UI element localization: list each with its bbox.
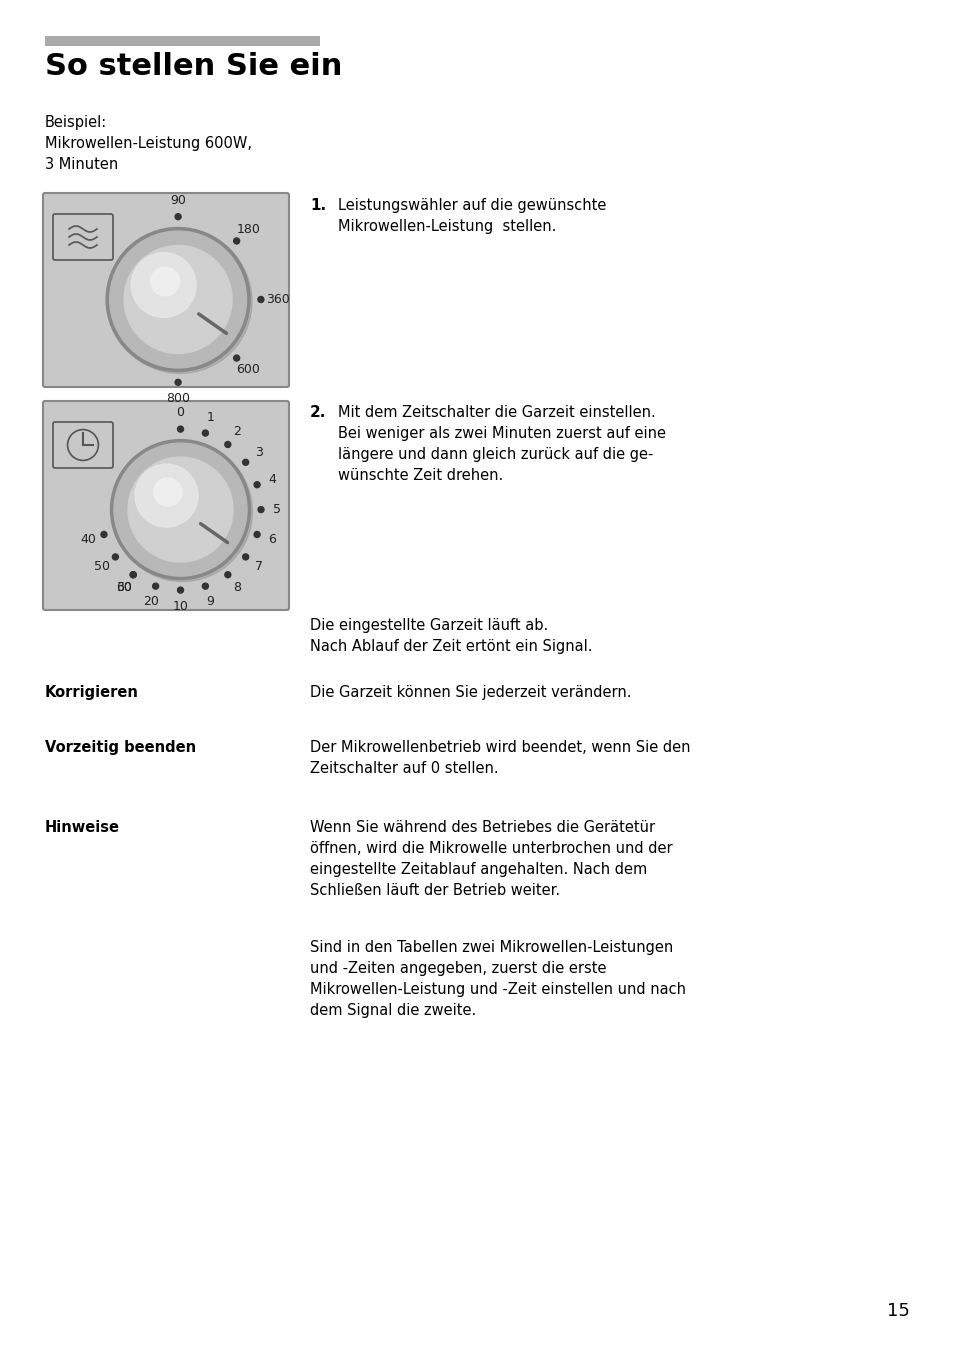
Text: 6: 6 xyxy=(268,533,276,546)
Circle shape xyxy=(242,554,249,560)
Circle shape xyxy=(233,238,239,243)
Text: Mit dem Zeitschalter die Garzeit einstellen.
Bei weniger als zwei Minuten zuerst: Mit dem Zeitschalter die Garzeit einstel… xyxy=(337,406,665,483)
Circle shape xyxy=(175,380,181,385)
Text: Leistungswähler auf die gewünschte
Mikrowellen-Leistung  stellen.: Leistungswähler auf die gewünschte Mikro… xyxy=(337,197,606,234)
Text: 5: 5 xyxy=(273,503,281,516)
Text: 9: 9 xyxy=(206,595,214,608)
Circle shape xyxy=(253,481,260,488)
Text: Beispiel:
Mikrowellen-Leistung 600W,
3 Minuten: Beispiel: Mikrowellen-Leistung 600W, 3 M… xyxy=(45,115,252,172)
Text: Hinweise: Hinweise xyxy=(45,821,120,836)
Circle shape xyxy=(106,227,250,372)
Circle shape xyxy=(175,214,181,220)
Text: So stellen Sie ein: So stellen Sie ein xyxy=(45,51,342,81)
Circle shape xyxy=(132,253,196,318)
Circle shape xyxy=(110,231,246,368)
Circle shape xyxy=(112,442,253,581)
FancyBboxPatch shape xyxy=(43,402,289,610)
Text: 90: 90 xyxy=(170,193,186,207)
Text: Die Garzeit können Sie jederzeit verändern.: Die Garzeit können Sie jederzeit verände… xyxy=(310,685,631,700)
Text: 2.: 2. xyxy=(310,406,326,420)
Text: 7: 7 xyxy=(254,560,262,573)
Circle shape xyxy=(225,572,231,577)
Circle shape xyxy=(130,572,136,577)
Text: 4: 4 xyxy=(268,473,276,487)
Text: 360: 360 xyxy=(265,293,289,306)
Circle shape xyxy=(233,356,239,361)
Text: 30: 30 xyxy=(115,581,132,595)
Text: Vorzeitig beenden: Vorzeitig beenden xyxy=(45,740,196,754)
Circle shape xyxy=(242,460,249,465)
Circle shape xyxy=(225,442,231,448)
Circle shape xyxy=(202,583,208,589)
Circle shape xyxy=(151,268,179,296)
Text: 1: 1 xyxy=(206,411,214,425)
Circle shape xyxy=(257,296,264,303)
Text: 10: 10 xyxy=(172,600,189,612)
Circle shape xyxy=(153,479,182,506)
Text: 8: 8 xyxy=(233,581,241,595)
Text: 50: 50 xyxy=(94,560,111,573)
Text: 2: 2 xyxy=(233,425,241,438)
Text: 3: 3 xyxy=(254,446,262,460)
Circle shape xyxy=(152,583,158,589)
Text: Sind in den Tabellen zwei Mikrowellen-Leistungen
und -Zeiten angegeben, zuerst d: Sind in den Tabellen zwei Mikrowellen-Le… xyxy=(310,940,685,1018)
Circle shape xyxy=(112,554,118,560)
Text: Die eingestellte Garzeit läuft ab.
Nach Ablauf der Zeit ertönt ein Signal.: Die eingestellte Garzeit läuft ab. Nach … xyxy=(310,618,592,654)
Circle shape xyxy=(202,430,208,437)
FancyBboxPatch shape xyxy=(43,193,289,387)
Text: 40: 40 xyxy=(81,533,96,546)
Text: Korrigieren: Korrigieren xyxy=(45,685,139,700)
Circle shape xyxy=(114,443,247,576)
Text: Wenn Sie während des Betriebes die Gerätetür
öffnen, wird die Mikrowelle unterbr: Wenn Sie während des Betriebes die Gerät… xyxy=(310,821,672,898)
Circle shape xyxy=(124,246,232,353)
Text: 800: 800 xyxy=(166,392,190,406)
Text: 0: 0 xyxy=(176,407,184,419)
Circle shape xyxy=(135,464,198,527)
Text: Der Mikrowellenbetrieb wird beendet, wenn Sie den
Zeitschalter auf 0 stellen.: Der Mikrowellenbetrieb wird beendet, wen… xyxy=(310,740,690,776)
Circle shape xyxy=(257,507,264,512)
Circle shape xyxy=(130,572,136,577)
Bar xyxy=(45,37,319,46)
Text: 600: 600 xyxy=(236,364,260,376)
Circle shape xyxy=(177,587,183,594)
Circle shape xyxy=(111,439,251,580)
Text: 20: 20 xyxy=(143,595,158,608)
Text: 180: 180 xyxy=(236,223,260,235)
Circle shape xyxy=(177,426,183,433)
Circle shape xyxy=(108,230,252,373)
Text: 1.: 1. xyxy=(310,197,326,214)
Text: 15: 15 xyxy=(886,1302,909,1320)
Text: 60: 60 xyxy=(115,581,132,595)
Circle shape xyxy=(101,531,107,538)
Circle shape xyxy=(253,531,260,538)
Circle shape xyxy=(128,457,233,562)
